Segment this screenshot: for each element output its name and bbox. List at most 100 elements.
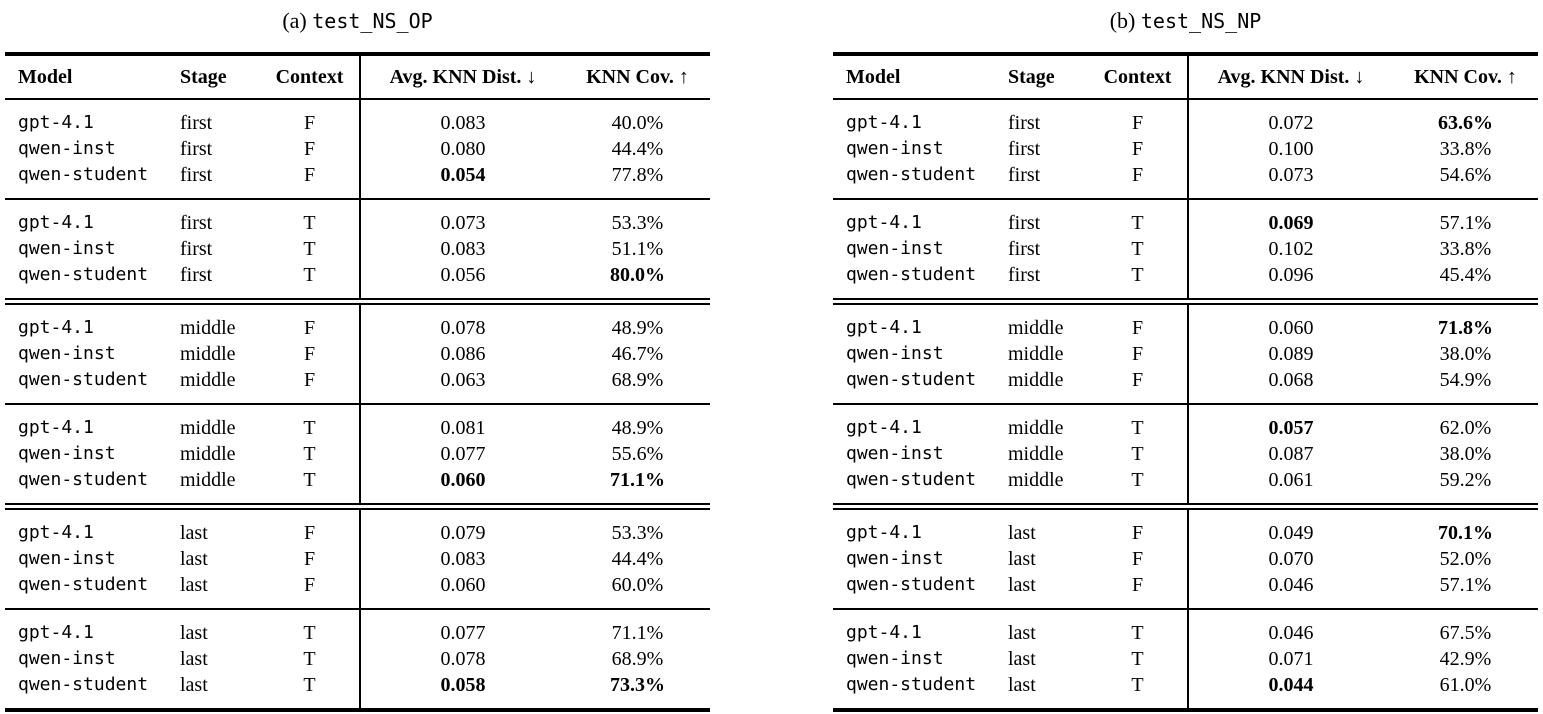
cell-knn-cov: 71.1% bbox=[565, 608, 710, 646]
table-row: gpt-4.1 first T 0.073 53.3% bbox=[5, 198, 710, 236]
cell-avg-knn-dist: 0.096 bbox=[1268, 264, 1314, 286]
cell-stage: first bbox=[180, 264, 213, 286]
cell-knn-cov: 52.0% bbox=[1439, 548, 1492, 570]
cell-model: qwen-student bbox=[846, 264, 977, 285]
cell-context: F bbox=[1088, 99, 1189, 136]
cell-context: F bbox=[260, 367, 361, 404]
cell-model: gpt-4.1 bbox=[833, 503, 1003, 546]
table-row: gpt-4.1 middle F 0.060 71.8% bbox=[833, 298, 1538, 341]
column-header-knn-cov: KNN Cov. ↑ bbox=[565, 54, 710, 100]
table-row: qwen-student first F 0.054 77.8% bbox=[5, 162, 710, 199]
cell-knn-cov: 71.1% bbox=[610, 469, 665, 491]
cell-stage: middle bbox=[1008, 369, 1064, 391]
cell-knn-cov: 63.6% bbox=[1438, 112, 1493, 134]
cell-model: gpt-4.1 bbox=[5, 403, 175, 441]
cell-knn-cov: 38.0% bbox=[1439, 343, 1492, 365]
cell-context: F bbox=[260, 341, 361, 367]
cell-knn-cov: 53.3% bbox=[565, 198, 710, 236]
cell-context: T bbox=[260, 467, 361, 507]
cell-model: qwen-student bbox=[846, 574, 977, 595]
results-table-a: Model Stage Context Avg. KNN Dist. ↓ KNN… bbox=[5, 52, 710, 712]
cell-avg-knn-dist: 0.058 bbox=[440, 674, 486, 696]
cell-avg-knn-dist: 0.044 bbox=[1268, 674, 1314, 696]
table-row: qwen-inst last T 0.071 42.9% bbox=[833, 646, 1538, 672]
cell-knn-cov: 44.4% bbox=[611, 138, 664, 160]
column-header-stage: Stage bbox=[1003, 54, 1088, 100]
cell-context: T bbox=[1088, 236, 1189, 262]
cell-knn-cov: 48.9% bbox=[565, 298, 710, 341]
cell-knn-cov: 48.9% bbox=[565, 403, 710, 441]
cell-knn-cov: 55.6% bbox=[611, 443, 664, 465]
cell-knn-cov: 57.1% bbox=[1439, 574, 1492, 596]
cell-avg-knn-dist: 0.089 bbox=[1268, 343, 1314, 365]
table-row: qwen-student last T 0.058 73.3% bbox=[5, 672, 710, 710]
cell-stage: last bbox=[180, 648, 208, 670]
cell-model: qwen-inst bbox=[846, 138, 944, 159]
cell-knn-cov: 68.9% bbox=[611, 648, 664, 670]
cell-knn-cov: 73.3% bbox=[610, 674, 665, 696]
cell-avg-knn-dist: 0.078 bbox=[360, 298, 565, 341]
cell-model: gpt-4.1 bbox=[5, 503, 175, 546]
cell-model: qwen-inst bbox=[18, 443, 116, 464]
cell-stage: first bbox=[1008, 164, 1041, 186]
cell-context: F bbox=[260, 298, 361, 341]
cell-context: F bbox=[1088, 572, 1189, 609]
cell-avg-knn-dist: 0.061 bbox=[1268, 469, 1314, 491]
table-row: qwen-inst middle F 0.086 46.7% bbox=[5, 341, 710, 367]
table-row: qwen-inst middle F 0.089 38.0% bbox=[833, 341, 1538, 367]
cell-context: F bbox=[1088, 298, 1189, 341]
table-row: gpt-4.1 last T 0.077 71.1% bbox=[5, 608, 710, 646]
cell-context: T bbox=[260, 236, 361, 262]
cell-model: gpt-4.1 bbox=[18, 112, 94, 133]
cell-avg-knn-dist: 0.070 bbox=[1268, 548, 1314, 570]
table-row: qwen-inst last T 0.078 68.9% bbox=[5, 646, 710, 672]
cell-context: F bbox=[1088, 546, 1189, 572]
cell-context: T bbox=[1088, 672, 1189, 710]
cell-avg-knn-dist: 0.077 bbox=[440, 443, 486, 465]
table-row: qwen-inst first F 0.080 44.4% bbox=[5, 136, 710, 162]
cell-context: T bbox=[260, 608, 361, 646]
table-b-body: gpt-4.1 first F 0.072 63.6% qwen-inst first F 0.… bbox=[833, 99, 1538, 710]
table-a-header-row: Model Stage Context Avg. KNN Dist. ↓ KNN… bbox=[5, 54, 710, 100]
cell-stage: last bbox=[1008, 674, 1036, 696]
cell-stage: first bbox=[1008, 138, 1041, 160]
cell-context: T bbox=[1088, 198, 1189, 236]
table-row: gpt-4.1 middle T 0.057 62.0% bbox=[833, 403, 1538, 441]
table-row: gpt-4.1 first F 0.083 40.0% bbox=[5, 99, 710, 136]
cell-stage: middle bbox=[180, 343, 236, 365]
cell-stage: last bbox=[180, 674, 208, 696]
cell-stage: first bbox=[1003, 198, 1088, 236]
cell-model: qwen-student bbox=[18, 164, 149, 185]
table-b-caption-code: test_NS_NP bbox=[1140, 9, 1262, 33]
cell-avg-knn-dist: 0.060 bbox=[440, 469, 486, 491]
table-a-caption-code: test_NS_OP bbox=[312, 9, 433, 33]
cell-stage: last bbox=[175, 608, 260, 646]
cell-avg-knn-dist: 0.057 bbox=[1188, 403, 1393, 441]
cell-stage: first bbox=[180, 112, 213, 134]
cell-context: F bbox=[260, 572, 361, 609]
cell-model: qwen-student bbox=[846, 674, 977, 695]
cell-stage: last bbox=[180, 574, 208, 596]
cell-stage: middle bbox=[1003, 298, 1088, 341]
cell-avg-knn-dist: 0.046 bbox=[1268, 574, 1314, 596]
cell-knn-cov: 54.9% bbox=[1439, 369, 1492, 391]
cell-model: qwen-inst bbox=[846, 343, 944, 364]
column-header-model: Model bbox=[833, 54, 1003, 100]
cell-model: qwen-inst bbox=[846, 648, 944, 669]
cell-context: T bbox=[260, 441, 361, 467]
table-b-caption: (b) test_NS_NP bbox=[833, 6, 1538, 36]
table-row: qwen-inst first T 0.083 51.1% bbox=[5, 236, 710, 262]
table-row: qwen-inst first F 0.100 33.8% bbox=[833, 136, 1538, 162]
results-table-b: Model Stage Context Avg. KNN Dist. ↓ KNN… bbox=[833, 52, 1538, 712]
cell-stage: middle bbox=[1008, 343, 1064, 365]
column-header-context: Context bbox=[260, 54, 361, 100]
cell-model: gpt-4.1 bbox=[5, 298, 175, 341]
cell-model: gpt-4.1 bbox=[5, 608, 175, 646]
cell-model: qwen-inst bbox=[18, 343, 116, 364]
subtable-a: (a) test_NS_OP Model Stage Context Avg. … bbox=[5, 0, 710, 712]
cell-avg-knn-dist: 0.078 bbox=[440, 648, 486, 670]
table-row: gpt-4.1 first T 0.069 57.1% bbox=[833, 198, 1538, 236]
table-b-caption-prefix: (b) bbox=[1109, 8, 1136, 33]
cell-stage: first bbox=[180, 238, 213, 260]
